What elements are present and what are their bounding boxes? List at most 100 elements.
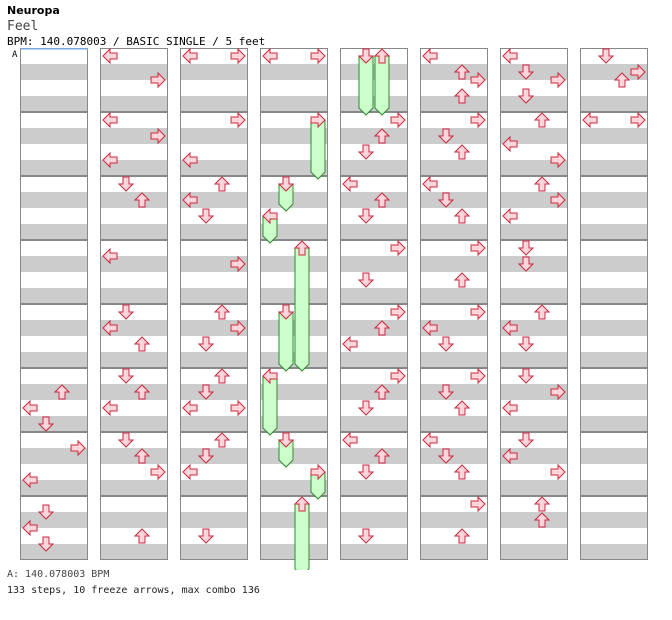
measure-box: [420, 496, 488, 560]
beat-stripe: [20, 416, 88, 432]
beat-stripe: [180, 416, 248, 432]
beat-stripe: [580, 224, 648, 240]
beat-stripe: [420, 256, 488, 272]
beat-stripe: [500, 320, 568, 336]
step-arrow-down-icon: [118, 176, 134, 192]
measure-box: [20, 368, 88, 432]
beat-stripe: [500, 448, 568, 464]
measure-box: [180, 496, 248, 560]
measure-box: [340, 48, 408, 112]
beat-stripe: [420, 64, 488, 80]
step-arrow-left-icon: [342, 432, 358, 448]
beat-stripe: [180, 288, 248, 304]
measure-box: [500, 496, 568, 560]
step-arrow-up-icon: [454, 144, 470, 160]
beat-stripe: [340, 96, 408, 112]
freeze-arrow: [294, 503, 310, 570]
beat-stripe: [100, 224, 168, 240]
beat-stripe: [420, 448, 488, 464]
step-arrow-right-icon: [550, 464, 566, 480]
step-arrow-right-icon: [230, 400, 246, 416]
measure-box: [100, 112, 168, 176]
song-title: Feel: [7, 19, 39, 34]
beat-stripe: [580, 512, 648, 528]
measure-box: [100, 304, 168, 368]
arrow-layer: [262, 48, 326, 512]
step-arrow-left-icon: [502, 400, 518, 416]
step-arrow-down-icon: [358, 144, 374, 160]
measure-box: [340, 176, 408, 240]
beat-stripe: [500, 160, 568, 176]
measure-box: [20, 112, 88, 176]
beat-stripe: [500, 288, 568, 304]
measure-box: [180, 176, 248, 240]
beat-stripe: [580, 448, 648, 464]
freeze-layer: [358, 55, 390, 116]
measure-box: [260, 112, 328, 176]
measure-box: [100, 48, 168, 112]
beat-stripe: [420, 224, 488, 240]
beat-stripe: [260, 448, 328, 464]
step-arrow-left-icon: [342, 336, 358, 352]
freeze-arrow: [262, 375, 278, 436]
beat-stripe: [100, 512, 168, 528]
step-arrow-down-icon: [358, 400, 374, 416]
beat-stripe: [340, 512, 408, 528]
step-arrow-up-icon: [214, 176, 230, 192]
beat-stripe: [260, 512, 328, 528]
beat-stripe: [580, 416, 648, 432]
beat-stripe: [420, 384, 488, 400]
step-arrow-down-icon: [358, 528, 374, 544]
step-arrow-down-icon: [358, 272, 374, 288]
beat-stripe: [420, 416, 488, 432]
measure-box: [100, 176, 168, 240]
beat-stripe: [180, 192, 248, 208]
chart-meta: BPM: 140.078003 / BASIC SINGLE / 5 feet: [7, 35, 266, 48]
beat-stripe: [500, 192, 568, 208]
beat-stripe: [420, 96, 488, 112]
measure-box: [500, 304, 568, 368]
beat-stripe: [100, 128, 168, 144]
measure-box: [100, 240, 168, 304]
measure-box: [180, 368, 248, 432]
measure-box: [580, 240, 648, 304]
step-arrow-left-icon: [102, 400, 118, 416]
measure-box: [260, 304, 328, 368]
beat-stripe: [420, 352, 488, 368]
measure-box: [580, 176, 648, 240]
beat-stripe: [20, 288, 88, 304]
beat-stripe: [20, 480, 88, 496]
step-arrow-left-icon: [422, 176, 438, 192]
beat-stripe: [100, 64, 168, 80]
measure-box: [180, 112, 248, 176]
measure-box: [340, 496, 408, 560]
beat-stripe: [180, 160, 248, 176]
beat-stripe: [420, 160, 488, 176]
step-arrow-left-icon: [502, 48, 518, 64]
beat-stripe: [260, 544, 328, 560]
beat-stripe: [260, 288, 328, 304]
step-arrow-left-icon: [502, 208, 518, 224]
step-summary: 133 steps, 10 freeze arrows, max combo 1…: [7, 585, 260, 596]
step-arrow-right-icon: [470, 112, 486, 128]
beat-stripe: [180, 224, 248, 240]
step-arrow-right-icon: [390, 368, 406, 384]
measure-box: [180, 240, 248, 304]
step-arrow-right-icon: [150, 464, 166, 480]
step-arrow-right-icon: [470, 304, 486, 320]
beat-stripe: [340, 288, 408, 304]
beat-stripe: [580, 192, 648, 208]
beat-stripe: [20, 128, 88, 144]
measure-box: [500, 112, 568, 176]
beat-stripe: [20, 352, 88, 368]
beat-stripe: [340, 160, 408, 176]
beat-stripe: [260, 256, 328, 272]
beat-stripe: [340, 544, 408, 560]
beat-stripe: [20, 64, 88, 80]
step-arrow-up-icon: [534, 112, 550, 128]
measure-box: [260, 496, 328, 560]
measure-box: [580, 496, 648, 560]
step-arrow-down-icon: [198, 208, 214, 224]
measure-box: [500, 368, 568, 432]
beat-stripe: [20, 256, 88, 272]
